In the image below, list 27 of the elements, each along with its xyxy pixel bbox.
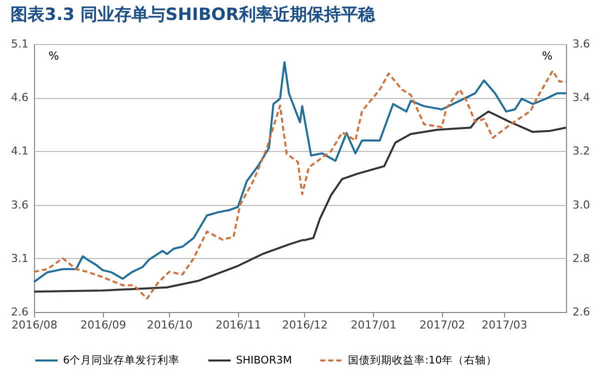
x-tick-label: 2017/02 — [420, 318, 466, 332]
legend-label: 6个月同业存单发行利率 — [63, 354, 180, 366]
y-tick-label: 4.6 — [11, 91, 28, 104]
y2-tick-label: 2.6 — [572, 306, 590, 318]
y-tick-label: 4.1 — [11, 144, 28, 158]
y-tick-label: 5.1 — [11, 38, 28, 50]
y2-axis-title: % — [542, 50, 552, 62]
y2-tick-label: 2.8 — [572, 252, 590, 265]
x-tick-label: 2016/12 — [282, 318, 328, 332]
y-tick-label: 2.6 — [11, 306, 28, 318]
x-tick-label: 2017/01 — [350, 318, 396, 332]
chart-title: 图表3.3 同业存单与SHIBOR利率近期保持平稳 — [10, 5, 376, 25]
line-series — [33, 110, 567, 293]
x-tick-label: 2016/10 — [146, 318, 193, 332]
y2-tick-label: 3.2 — [572, 144, 590, 158]
x-tick-label: 2016/08 — [12, 318, 58, 332]
y-tick-label: 3.6 — [11, 198, 28, 212]
x-tick-label: 2016/11 — [216, 318, 262, 332]
y-tick-label: 3.1 — [11, 252, 28, 265]
y2-tick-label: 3.0 — [572, 198, 590, 212]
legend-label: 国债到期收益率:10年（右轴） — [348, 354, 497, 366]
y-axis-title: % — [48, 50, 59, 62]
y2-tick-label: 3.4 — [572, 91, 590, 104]
y2-tick-label: 3.6 — [572, 38, 590, 50]
x-tick-label: 2017/03 — [482, 318, 528, 332]
legend-label: SHIBOR3M — [236, 354, 292, 366]
x-tick-label: 2016/09 — [80, 318, 126, 332]
